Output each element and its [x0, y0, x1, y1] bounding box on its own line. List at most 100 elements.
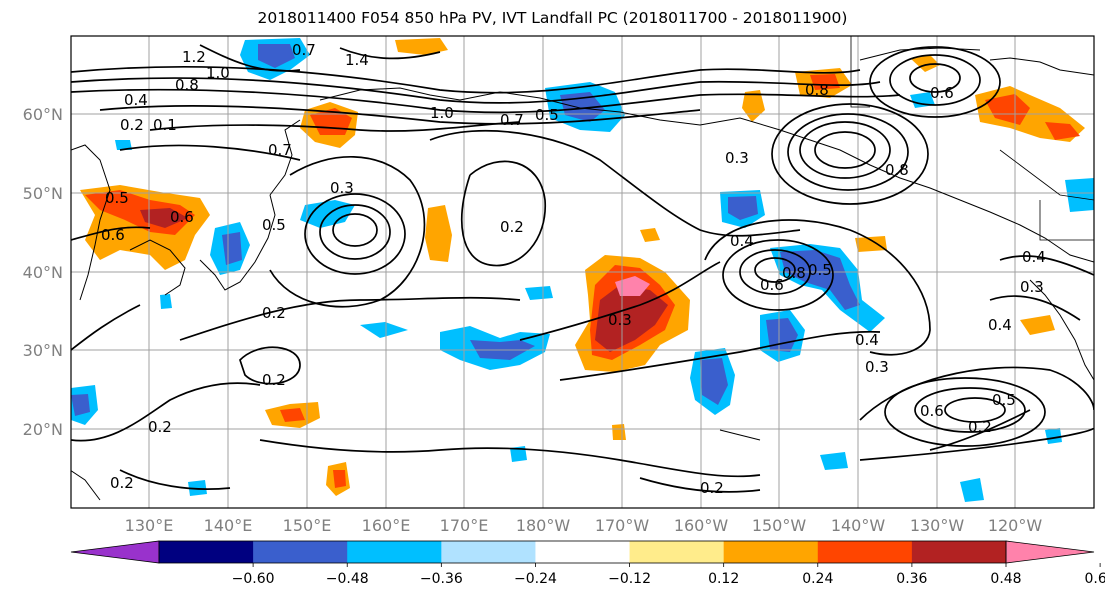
lat-tick-label: 20°N — [23, 420, 63, 439]
positive-anomaly-shade — [280, 408, 305, 422]
negative-anomaly-shade — [766, 318, 798, 352]
contour-label: 0.2 — [968, 418, 992, 436]
contour-label: 0.3 — [608, 311, 632, 329]
contour-label: 0.4 — [988, 316, 1012, 334]
contour-label: 0.8 — [885, 161, 909, 179]
contour-label: 0.5 — [992, 391, 1016, 409]
positive-anomaly-shade — [333, 470, 346, 488]
lon-tick-label: 140°E — [204, 516, 253, 535]
positive-anomaly-shade — [985, 94, 1030, 125]
negative-anomaly-shade — [510, 446, 527, 462]
colorbar-swatch — [911, 541, 1007, 563]
contour-label: 0.2 — [700, 479, 724, 497]
contour-label: 0.3 — [865, 358, 889, 376]
colorbar-tick-label: 0.48 — [990, 571, 1021, 587]
colorbar-tick-label: 0.12 — [708, 571, 739, 587]
colorbar-swatch — [629, 541, 725, 563]
negative-anomaly-shade — [1045, 428, 1062, 444]
negative-anomaly-shade — [820, 452, 848, 470]
negative-anomaly-shade — [115, 140, 132, 150]
colorbar-extend-high — [1005, 540, 1095, 564]
figure-title: 2018011400 F054 850 hPa PV, IVT Landfall… — [257, 9, 848, 27]
contour-label: 0.2 — [262, 371, 286, 389]
colorbar-tick-label: −0.24 — [514, 571, 557, 587]
contour-label: 0.8 — [782, 264, 806, 282]
graticule — [71, 36, 1094, 508]
longitude-ticks: 130°E 140°E 150°E 160°E 170°E 180°W 170°… — [125, 516, 1043, 535]
contour-label: 0.4 — [1022, 248, 1046, 266]
positive-anomaly-shade — [855, 236, 887, 252]
lon-tick-label: 130°W — [910, 516, 965, 535]
colorbar-outline — [158, 540, 1007, 564]
pv-contours — [71, 44, 1094, 493]
negative-anomaly-shade — [960, 478, 984, 502]
contour-label: 0.4 — [855, 331, 879, 349]
contour-label: 0.6 — [920, 402, 944, 420]
lon-tick-label: 170°E — [440, 516, 489, 535]
lon-tick-label: 140°W — [831, 516, 886, 535]
lon-tick-label: 120°W — [988, 516, 1043, 535]
colorbar-swatch — [441, 541, 536, 563]
contour-label: 1.2 — [182, 48, 206, 66]
positive-anomaly-shade — [615, 276, 650, 296]
contour-label: 0.6 — [170, 208, 194, 226]
lat-tick-label: 40°N — [23, 263, 63, 282]
lon-tick-label: 180°W — [516, 516, 571, 535]
contour-label: 0.3 — [725, 149, 749, 167]
contour-label: 0.8 — [175, 76, 199, 94]
negative-anomaly-shade — [71, 394, 90, 416]
positive-anomaly-shade — [612, 424, 626, 440]
borders — [850, 36, 1095, 241]
colorbar-tick-label: −0.36 — [420, 571, 463, 587]
contour-label: 0.4 — [730, 232, 754, 250]
contour-label: 0.7 — [292, 41, 316, 59]
contour-label: 0.5 — [262, 216, 286, 234]
negative-anomaly-shade — [258, 44, 295, 68]
contour-label: 0.5 — [105, 189, 129, 207]
contour-label: 0.2 — [110, 474, 134, 492]
lat-tick-label: 60°N — [23, 105, 63, 124]
colorbar-tick-label: −0.60 — [232, 571, 275, 587]
negative-anomaly-shade — [300, 200, 355, 228]
lon-tick-label: 150°E — [283, 516, 332, 535]
coastlines — [71, 47, 1094, 501]
negative-anomaly-shade — [360, 322, 408, 338]
positive-anomaly-shade — [640, 228, 660, 242]
negative-anomaly-shade — [222, 232, 242, 265]
positive-anomaly-shade — [140, 208, 188, 228]
lat-tick-label: 50°N — [23, 184, 63, 203]
contour-label: 0.6 — [760, 276, 784, 294]
positive-anomaly-shade — [910, 55, 940, 72]
colorbar-swatch — [535, 541, 631, 563]
positive-anomaly-shade — [810, 74, 840, 90]
contour-label: 1.4 — [345, 51, 369, 69]
positive-anomaly-shade — [1045, 122, 1080, 140]
contour-label: 0.5 — [535, 106, 559, 124]
contour-label: 0.6 — [101, 226, 125, 244]
negative-anomaly-shade — [780, 250, 860, 310]
lon-tick-label: 150°W — [752, 516, 807, 535]
colorbar-swatch — [253, 541, 348, 563]
colorbar-tick-label: −0.12 — [608, 571, 651, 587]
positive-anomaly-shade — [395, 38, 448, 55]
colorbar-swatch — [723, 541, 819, 563]
positive-anomaly-shade — [1020, 315, 1055, 335]
colorbar-tick-label: 0.24 — [802, 571, 833, 587]
contour-label: 0.7 — [500, 111, 524, 129]
contour-label: 0.1 — [153, 116, 177, 134]
lon-tick-label: 130°E — [125, 516, 174, 535]
positive-anomaly-shade — [425, 205, 452, 262]
negative-anomaly-shade — [188, 480, 207, 496]
colorbar-swatch — [159, 541, 254, 563]
contour-label: 0.4 — [124, 91, 148, 109]
contour-labels: 1.2 0.7 1.4 1.0 0.8 0.4 0.1 1.0 0.7 0.7 … — [101, 41, 1046, 497]
negative-anomaly-shade — [700, 358, 728, 405]
colorbar-tick-label: −0.48 — [326, 571, 369, 587]
colorbar-swatch — [817, 541, 913, 563]
latitude-ticks: 60°N 50°N 40°N 30°N 20°N — [23, 105, 63, 439]
contour-label: 0.2 — [500, 218, 524, 236]
contour-label: 0.8 — [805, 81, 829, 99]
contour-label: 0.5 — [808, 261, 832, 279]
map-frame — [70, 35, 1095, 509]
